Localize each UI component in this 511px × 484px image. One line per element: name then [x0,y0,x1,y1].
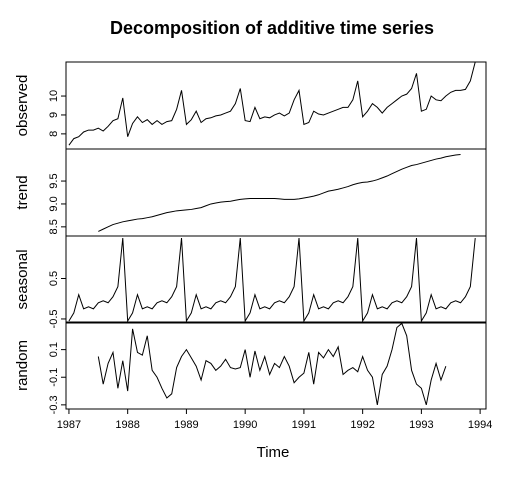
panel-frame [65,235,487,324]
x-tick-label: 1988 [115,419,139,431]
y-tick-label: 10 [48,90,60,102]
chart-title: Decomposition of additive time series [110,18,434,38]
panel-trend: 8.5 9.0 9.5 trend [14,148,487,237]
trend-series-line [98,153,461,232]
y-tick-label: 0.1 [48,342,60,357]
x-axis: 1987 1988 1989 1990 1991 1992 1993 1994 [57,408,492,431]
x-tick-label: 1994 [468,419,492,431]
y-tick-label: 9.0 [48,196,60,211]
y-tick-label: -0.3 [48,395,60,414]
x-tick-label: 1987 [57,419,81,431]
y-tick-label: -0.1 [48,368,60,387]
x-tick-label: 1991 [292,419,316,431]
x-tick-label: 1993 [409,419,433,431]
panels-group: 8 9 10 observed 8.5 9.0 9.5 trend -0.5 0.5 seasona… [14,61,487,414]
panel-observed: 8 9 10 observed [14,61,487,150]
x-tick-label: 1989 [174,419,198,431]
y-tick-label: 8.5 [48,219,60,234]
y-tick-label: 8 [48,131,60,137]
panel-ylabel-seasonal: seasonal [14,249,31,309]
panel-frame [65,321,487,410]
y-tick-label: -0.5 [48,309,60,328]
panel-ylabel-trend: trend [14,175,31,209]
seasonal-series-line [68,237,476,323]
panel-frame [65,148,487,237]
panel-ylabel-observed: observed [14,75,31,137]
y-tick-label: 9.5 [48,173,60,188]
observed-series-line [68,61,476,146]
y-tick-label: 9 [48,112,60,118]
x-tick-label: 1992 [350,419,374,431]
panel-random: -0.3 -0.1 0.1 random [14,321,487,414]
x-axis-label: Time [257,444,290,461]
random-series-line [97,322,447,406]
y-tick-label: 0.5 [48,271,60,286]
x-tick-label: 1990 [233,419,257,431]
panel-frame [65,61,487,150]
panel-ylabel-random: random [14,340,31,391]
panel-seasonal: -0.5 0.5 seasonal [14,235,487,328]
